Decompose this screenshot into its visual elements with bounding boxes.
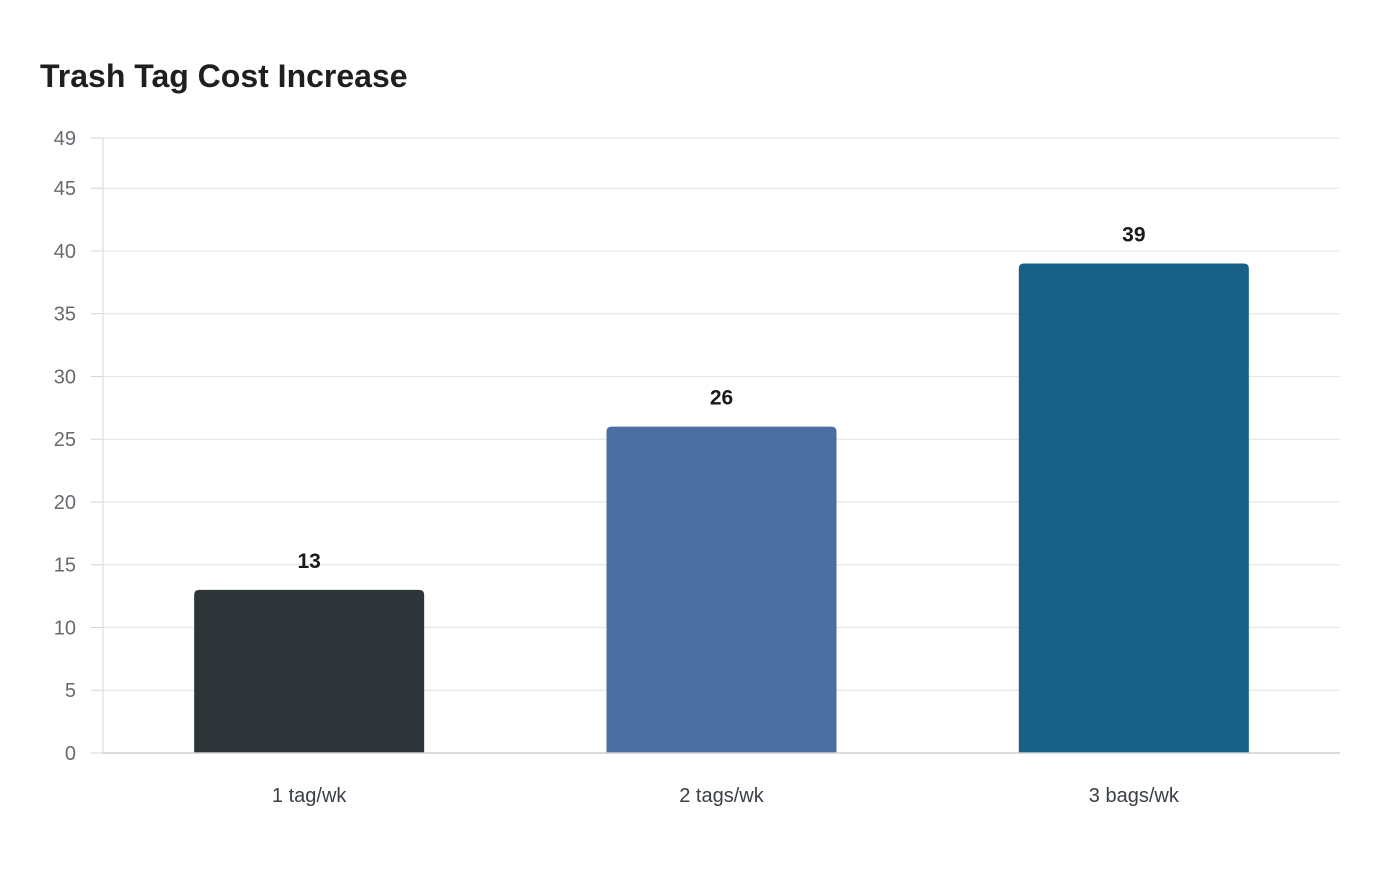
y-tick-label: 30 xyxy=(54,366,76,388)
bar xyxy=(606,426,837,753)
y-tick-label: 15 xyxy=(54,555,76,577)
bars xyxy=(194,263,1249,753)
data-label: 39 xyxy=(1122,224,1145,247)
labels: 13 1 tag/wk 26 2 tags/wk 39 3 bags/wk xyxy=(103,224,1340,807)
x-tick-label: 1 tag/wk xyxy=(272,785,347,807)
bar xyxy=(1018,263,1249,753)
axes: 0 5 10 15 20 25 30 35 40 45 49 xyxy=(54,128,104,765)
y-tick-label: 49 xyxy=(54,128,76,150)
y-tick-label: 35 xyxy=(54,304,76,326)
y-tick-label: 20 xyxy=(54,492,76,514)
x-tick-label: 2 tags/wk xyxy=(679,785,764,807)
data-label: 13 xyxy=(297,550,320,573)
bar xyxy=(194,589,425,753)
y-tick-label: 40 xyxy=(54,241,76,263)
data-label: 26 xyxy=(710,387,733,410)
y-tick-label: 45 xyxy=(54,178,76,200)
y-tick-label: 25 xyxy=(54,429,76,451)
x-tick-label: 3 bags/wk xyxy=(1089,785,1180,807)
y-tick-label: 5 xyxy=(65,680,76,702)
y-tick-label: 0 xyxy=(65,743,76,765)
y-tick-label: 10 xyxy=(54,617,76,639)
chart-title: Trash Tag Cost Increase xyxy=(40,58,408,94)
